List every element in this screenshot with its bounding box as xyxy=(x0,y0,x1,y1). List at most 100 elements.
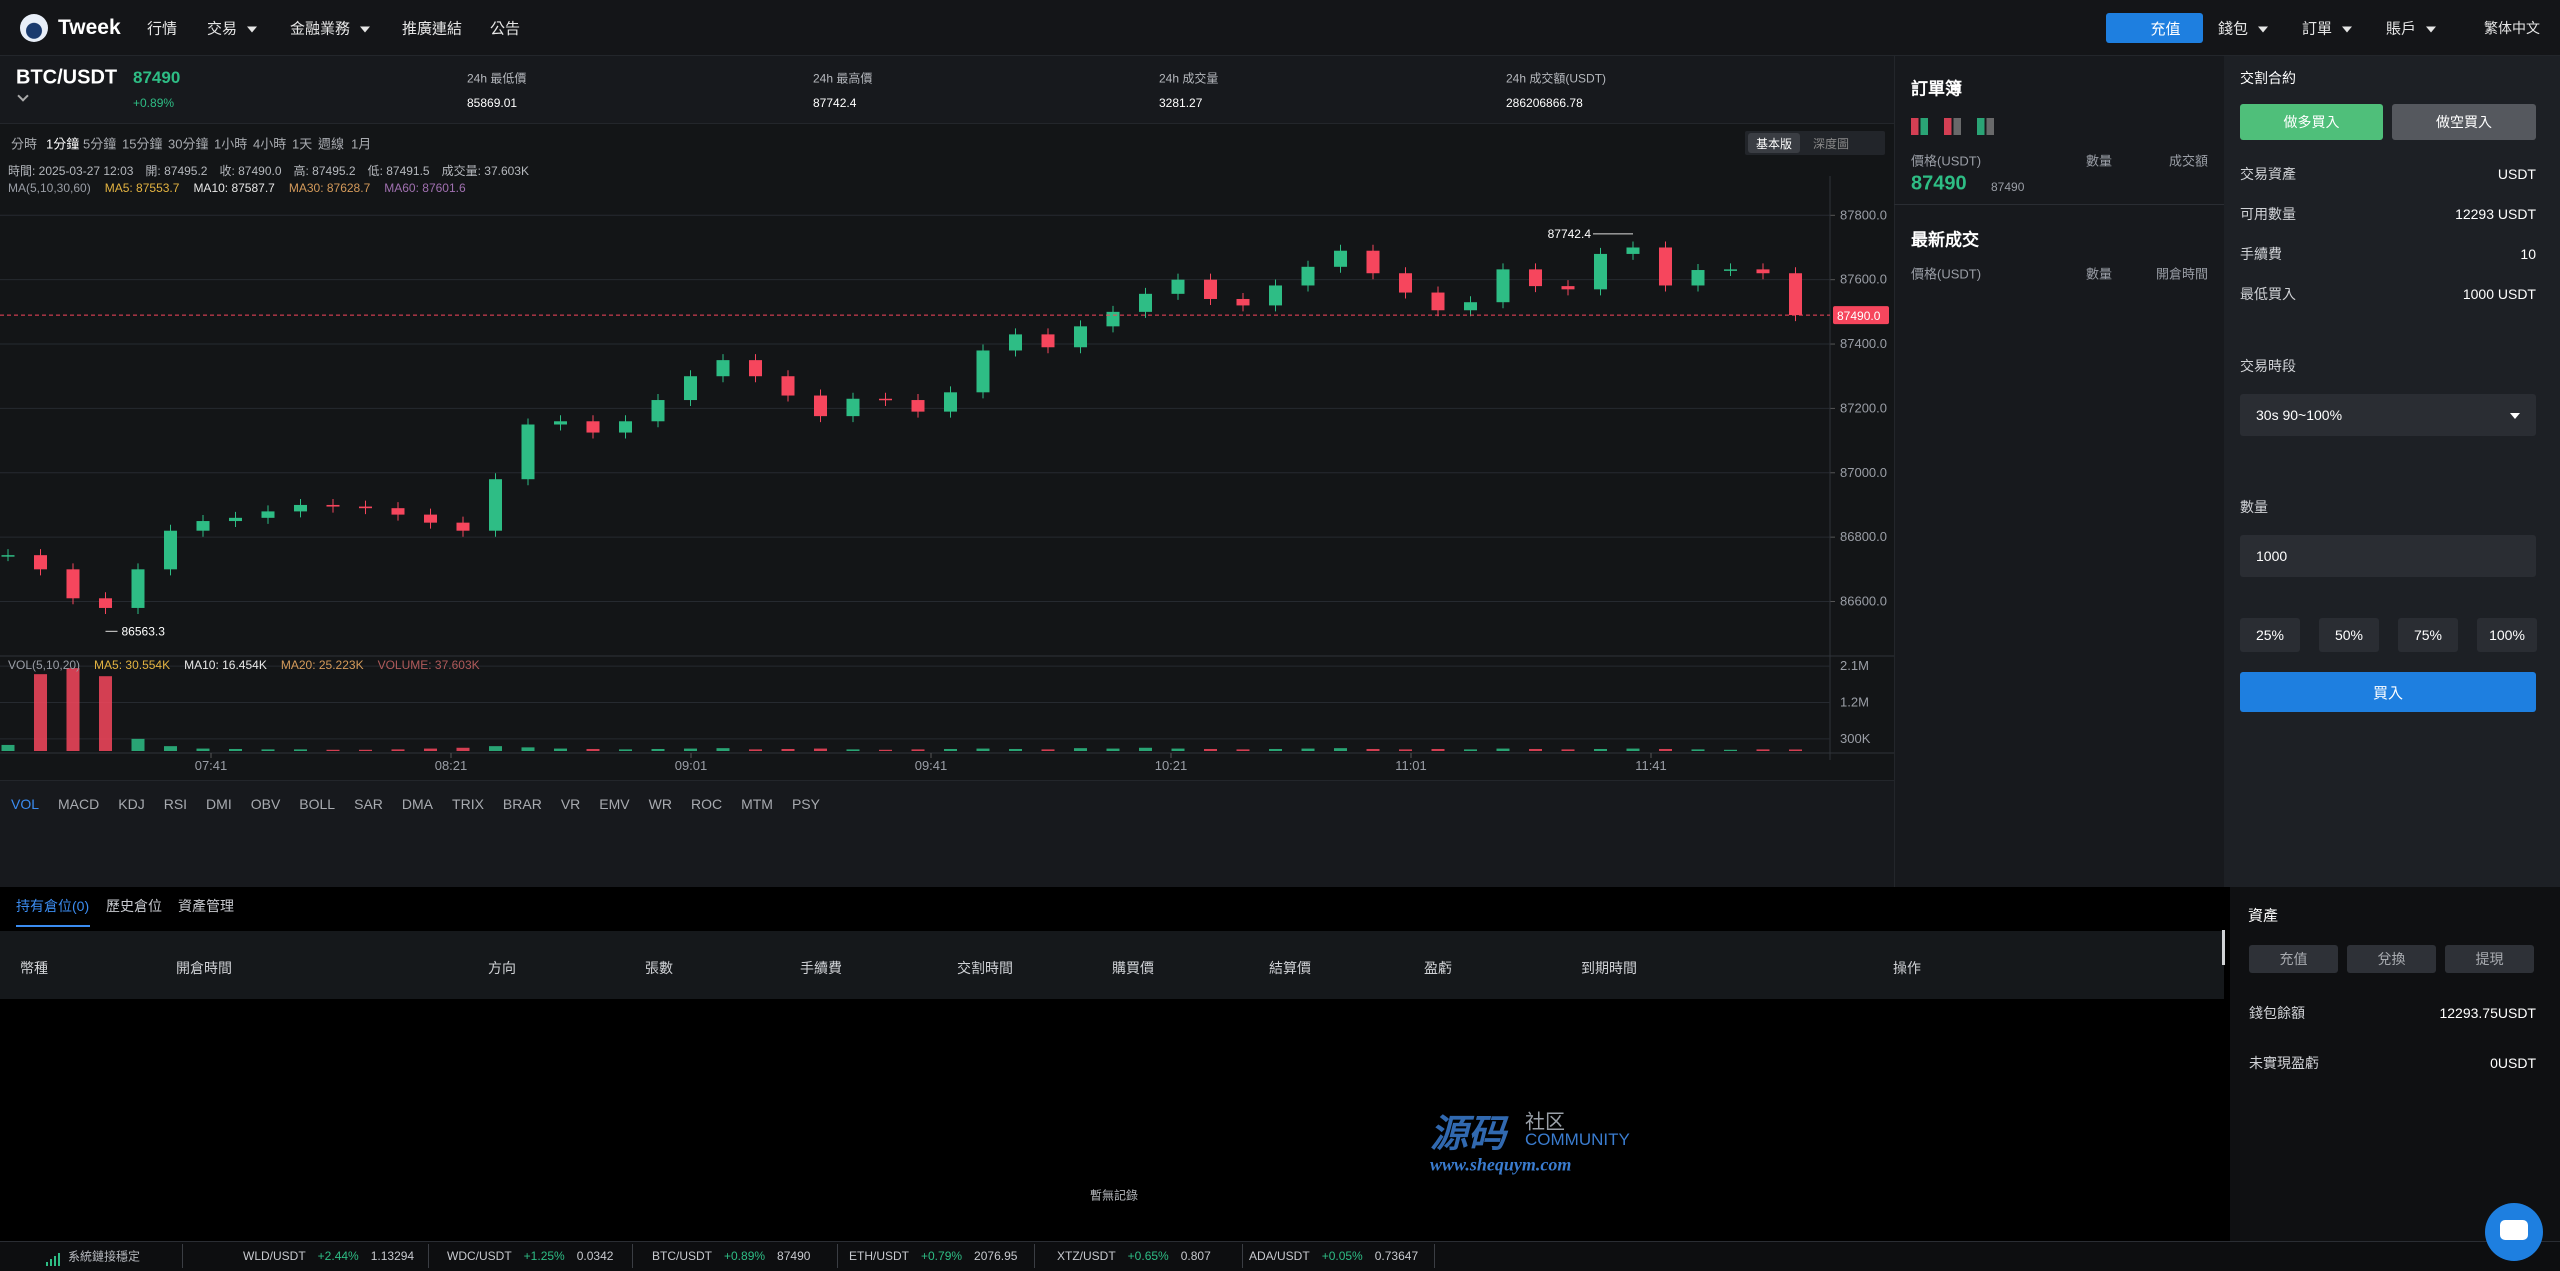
indicator-tab[interactable]: VR xyxy=(560,796,581,812)
indicator-tab[interactable]: BOLL xyxy=(299,796,336,812)
view-toggle-option[interactable]: 深度圖 xyxy=(1812,136,1849,151)
footer-divider xyxy=(1242,1244,1243,1268)
asset-row-label: 錢包餘額 xyxy=(2249,1005,2305,1021)
signal-bar xyxy=(46,1262,48,1266)
order-book-title: 訂單簿 xyxy=(1911,79,1962,99)
position-column: 開倉時間 xyxy=(176,960,232,976)
volume-bar xyxy=(1041,749,1055,751)
volume-bar xyxy=(1756,749,1770,751)
nav-item[interactable]: 公告 xyxy=(490,20,521,38)
indicator-tab[interactable]: MACD xyxy=(58,796,100,812)
percent-button[interactable]: 75% xyxy=(2398,618,2458,652)
volume-bar xyxy=(1399,749,1412,751)
nav-menu[interactable]: 訂單 xyxy=(2302,18,2352,39)
volume-bar xyxy=(1074,748,1087,751)
nav-item[interactable]: 金融業務 xyxy=(290,18,370,39)
indicator-tab[interactable]: RSI xyxy=(163,796,188,812)
candle-body xyxy=(1139,293,1152,312)
period-select[interactable] xyxy=(2240,394,2536,436)
interval-tab[interactable]: 1分鐘 xyxy=(46,136,80,152)
asset-button[interactable]: 提現 xyxy=(2445,945,2534,973)
interval-tab[interactable]: 30分鐘 xyxy=(168,136,209,152)
interval-tab[interactable]: 15分鐘 xyxy=(122,136,163,152)
indicator-tab[interactable]: WR xyxy=(648,796,672,812)
amount-input[interactable] xyxy=(2240,535,2536,577)
position-tab[interactable]: 歷史倉位 xyxy=(106,898,162,914)
candle-body xyxy=(1626,247,1640,254)
volume-tick-label: 300K xyxy=(1840,731,1871,746)
volume-bar xyxy=(1009,748,1022,751)
view-toggle-option[interactable]: 基本版 xyxy=(1748,133,1800,153)
asset-button[interactable]: 充值 xyxy=(2249,945,2338,973)
percent-button[interactable]: 50% xyxy=(2319,618,2379,652)
asset-row-value: 0USDT xyxy=(2490,1055,2536,1071)
volume-bar xyxy=(66,668,80,751)
candle-body xyxy=(1366,250,1380,274)
symbol[interactable]: BTC/USDT xyxy=(16,66,118,89)
indicator-tab[interactable]: VOL xyxy=(11,796,40,812)
book-layout-icon[interactable] xyxy=(1911,118,1928,135)
language[interactable]: 繁体中文 xyxy=(2484,20,2540,36)
percent-button[interactable]: 100% xyxy=(2477,618,2537,652)
x-tick-label: 07:41 xyxy=(195,758,228,773)
empty-text: 暫無記錄 xyxy=(1089,1188,1139,1203)
asset-button[interactable]: 兌換 xyxy=(2347,945,2436,973)
footer-ticker[interactable]: XTZ/USDT +0.65% 0.807 xyxy=(1057,1249,1211,1263)
volume-bar xyxy=(554,748,567,751)
percent-button[interactable]: 25% xyxy=(2240,618,2300,652)
interval-tab[interactable]: 週線 xyxy=(318,136,345,152)
ma-legend: MA(5,10,30,60) MA5: 87553.7 MA10: 87587.7 M… xyxy=(8,181,466,195)
interval-tab[interactable]: 1天 xyxy=(292,136,313,152)
x-tick-label: 09:41 xyxy=(915,758,948,773)
indicator-tab[interactable]: DMA xyxy=(401,796,434,812)
ticker-price: 2076.95 xyxy=(974,1249,1018,1263)
nav-item[interactable]: 推廣連結 xyxy=(402,20,463,38)
footer-ticker[interactable]: WDC/USDT +1.25% 0.0342 xyxy=(447,1249,613,1263)
book-layout-icon[interactable] xyxy=(1944,118,1961,135)
indicator-tab[interactable]: DMI xyxy=(206,796,232,812)
indicator-tab[interactable]: OBV xyxy=(250,796,281,812)
book-layout-icon[interactable] xyxy=(1977,118,1994,135)
volume-bar xyxy=(976,748,990,751)
interval-tab[interactable]: 5分鐘 xyxy=(83,136,117,152)
candle-body xyxy=(521,424,535,480)
y-tick-label: 87200.0 xyxy=(1840,400,1887,415)
indicator-tab[interactable]: MTM xyxy=(741,796,773,812)
indicator-tab[interactable]: TRIX xyxy=(452,796,484,812)
candle-body xyxy=(229,517,242,522)
short-button[interactable]: 做空買入 xyxy=(2392,104,2536,140)
indicator-tab[interactable]: ROC xyxy=(690,796,723,812)
interval-tab[interactable]: 1月 xyxy=(351,136,372,152)
ticker-change: +1.25% xyxy=(523,1249,565,1263)
indicator-tab[interactable]: PSY xyxy=(791,796,820,812)
candle-body xyxy=(196,521,210,531)
volume-bar xyxy=(326,749,340,751)
x-tick-label: 08:21 xyxy=(435,758,468,773)
footer-ticker[interactable]: WLD/USDT +2.44% 1.13294 xyxy=(243,1249,414,1263)
position-tab[interactable]: 資產管理 xyxy=(178,898,234,914)
nav-menu[interactable]: 賬戶 xyxy=(2386,18,2436,39)
footer-ticker[interactable]: ADA/USDT +0.05% 0.73647 xyxy=(1249,1249,1418,1263)
interval-tab[interactable]: 分時 xyxy=(11,136,38,152)
nav-item[interactable]: 行情 xyxy=(147,20,178,38)
deposit-button[interactable]: 充值 xyxy=(2106,13,2203,43)
nav-menu[interactable]: 錢包 xyxy=(2218,18,2268,39)
position-tab[interactable]: 持有倉位(0) xyxy=(16,898,90,914)
nav-item[interactable]: 交易 xyxy=(207,18,257,39)
volume-bar xyxy=(164,746,177,751)
indicator-tab[interactable]: BRAR xyxy=(502,796,542,812)
book-price: 87490 xyxy=(1911,172,1967,195)
buy-button[interactable]: 買入 xyxy=(2240,672,2536,712)
footer-ticker[interactable]: BTC/USDT +0.89% 87490 xyxy=(652,1249,810,1263)
candle-body xyxy=(586,421,600,433)
trades-header: 價格(USDT) xyxy=(1911,266,1982,282)
interval-tab[interactable]: 1小時 xyxy=(214,136,248,152)
candle-body xyxy=(1691,270,1705,286)
ma-legend-item: MA10: 87587.7 xyxy=(193,181,275,195)
long-button[interactable]: 做多買入 xyxy=(2240,104,2383,140)
indicator-tab[interactable]: SAR xyxy=(354,796,383,812)
indicator-tab[interactable]: EMV xyxy=(599,796,630,812)
interval-tab[interactable]: 4小時 xyxy=(253,136,287,152)
footer-ticker[interactable]: ETH/USDT +0.79% 2076.95 xyxy=(849,1249,1017,1263)
indicator-tab[interactable]: KDJ xyxy=(118,796,145,812)
